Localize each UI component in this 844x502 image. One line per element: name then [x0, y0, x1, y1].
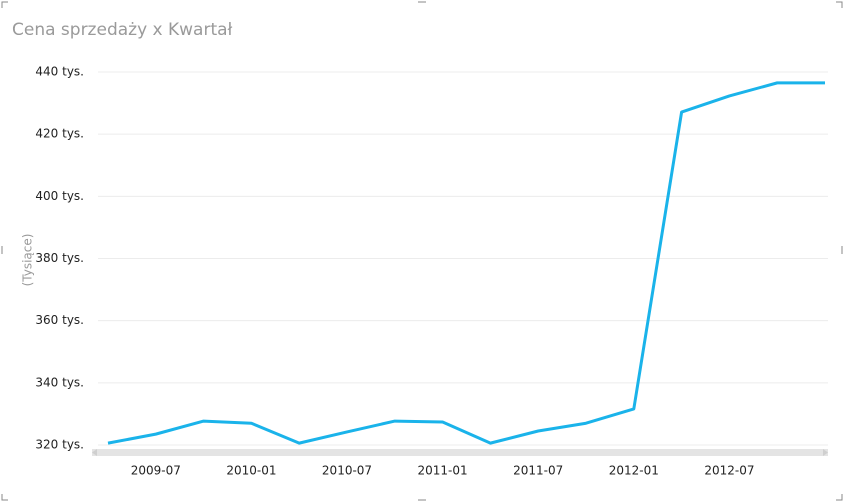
y-tick-label: 400 tys.: [35, 189, 84, 203]
y-axis-label: (Tysiące): [21, 234, 35, 287]
y-tick-label: 420 tys.: [35, 127, 84, 141]
x-tick-label: 2010-01: [226, 464, 276, 478]
x-tick-label: 2012-01: [609, 464, 659, 478]
y-tick-label: 360 tys.: [35, 313, 84, 327]
x-tick-label: 2011-07: [513, 464, 563, 478]
y-tick-label: 380 tys.: [35, 251, 84, 265]
scrollbar[interactable]: [92, 449, 828, 456]
line-series: [107, 81, 825, 445]
x-tick-label: 2010-07: [322, 464, 372, 478]
y-tick-label: 340 tys.: [35, 375, 84, 389]
x-tick-label: 2012-07: [704, 464, 754, 478]
x-tick-label: 2009-07: [131, 464, 181, 478]
x-tick-label: 2011-01: [418, 464, 468, 478]
y-tick-label: 440 tys.: [35, 65, 84, 79]
chart-title: Cena sprzedaży x Kwartał: [12, 20, 233, 40]
y-tick-label: 320 tys.: [35, 438, 84, 452]
